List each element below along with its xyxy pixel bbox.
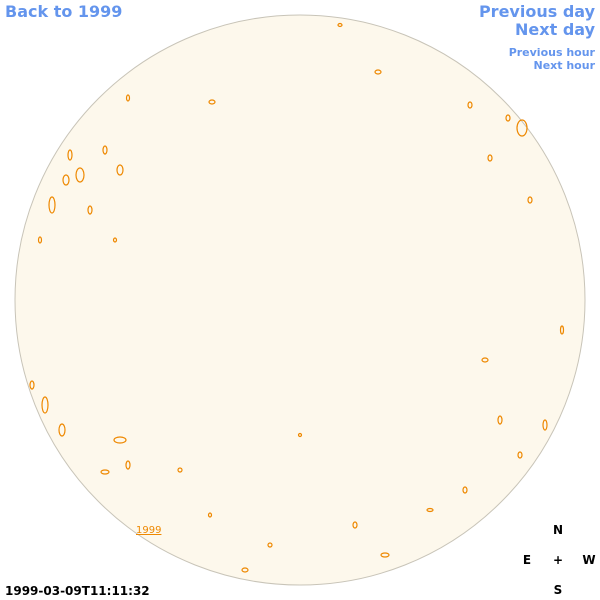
feature [208, 99, 216, 105]
feature [102, 145, 108, 155]
feature [75, 167, 85, 183]
next-hour-link[interactable]: Next hour [534, 59, 596, 72]
feature [462, 486, 468, 494]
feature [116, 164, 124, 176]
compass-west: W [582, 553, 595, 567]
feature [337, 22, 343, 28]
next-day-link[interactable]: Next day [515, 20, 596, 39]
feature [37, 236, 43, 244]
magnetic-features [29, 22, 565, 573]
feature [100, 469, 110, 475]
feature [29, 380, 35, 390]
feature [426, 507, 434, 513]
feature [87, 205, 93, 215]
feature [516, 119, 528, 137]
compass-east: E [523, 553, 531, 567]
feature [481, 357, 489, 363]
compass-south: S [554, 583, 563, 597]
feature [527, 196, 533, 204]
feature [48, 196, 56, 214]
feature [297, 432, 303, 438]
feature [497, 415, 503, 425]
feature [241, 567, 249, 573]
year-label[interactable]: 1999 [136, 525, 161, 536]
feature [374, 69, 382, 75]
feature [125, 94, 131, 102]
timestamp: 1999-03-09T11:11:32 [5, 584, 150, 598]
feature [380, 552, 390, 558]
compass-north: N [553, 523, 563, 537]
feature [112, 237, 118, 243]
feature [352, 521, 358, 529]
feature [62, 174, 70, 186]
previous-day-link[interactable]: Previous day [479, 2, 596, 21]
feature [67, 149, 73, 161]
feature [177, 467, 183, 473]
feature [113, 436, 127, 444]
feature [58, 423, 66, 437]
feature [517, 451, 523, 459]
feature [542, 419, 548, 431]
back-link[interactable]: Back to 1999 [5, 2, 122, 21]
previous-hour-link[interactable]: Previous hour [509, 46, 596, 59]
feature [41, 396, 49, 414]
feature [467, 101, 473, 109]
feature [267, 542, 273, 548]
feature [559, 325, 565, 335]
compass-center: + [553, 553, 563, 567]
solar-disk [14, 14, 586, 586]
feature [505, 114, 511, 122]
feature [487, 154, 493, 162]
feature [207, 512, 213, 518]
feature [125, 460, 131, 470]
